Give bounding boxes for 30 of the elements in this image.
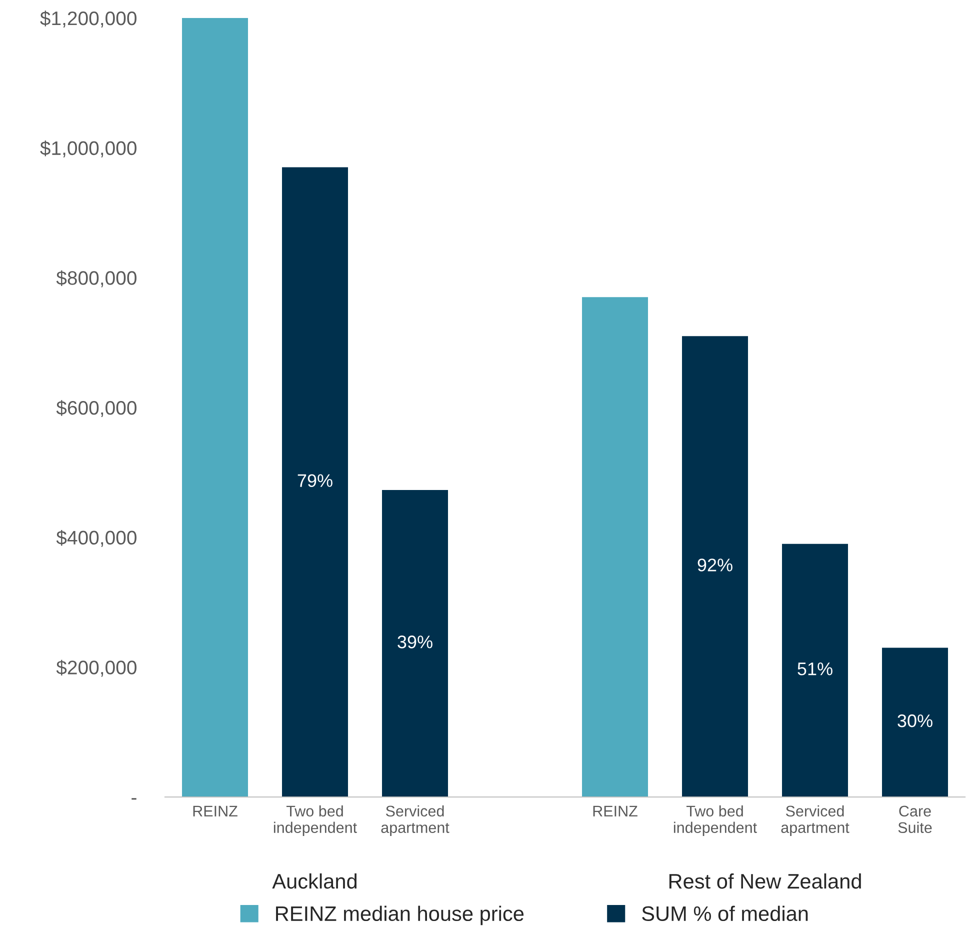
bar <box>882 648 948 797</box>
legend-label: REINZ median house price <box>276 906 524 926</box>
x-tick-label: Two bed independent <box>674 805 757 836</box>
y-tick-label: $600,000 <box>56 400 136 418</box>
x-tick-label: Care Suite <box>898 806 932 834</box>
text: Auckland <box>272 873 357 889</box>
bar <box>582 297 648 797</box>
bar <box>682 336 748 797</box>
annotation: 79% <box>298 474 332 487</box>
x-tick-label: Serviced apartment <box>781 805 850 836</box>
y-tick-label: $1,000,000 <box>40 140 136 158</box>
bar <box>782 544 848 797</box>
annotation: 92% <box>698 558 732 572</box>
annotation: 30% <box>898 714 932 728</box>
x-tick-label: Two bed independent <box>274 805 357 836</box>
y-tick-label: $800,000 <box>56 270 136 288</box>
y-tick-label: - <box>132 798 136 800</box>
x-tick-label: Serviced apartment <box>381 805 450 836</box>
x-tick-label: REINZ <box>193 806 238 816</box>
text: Rest of New Zealand <box>669 873 861 889</box>
bar <box>282 167 348 797</box>
bar <box>382 490 448 797</box>
y-tick-label: $400,000 <box>56 530 136 547</box>
annotation: 39% <box>398 636 432 648</box>
annotation: 51% <box>798 662 832 676</box>
legend-label: SUM % of median <box>642 906 808 922</box>
y-tick-label: $200,000 <box>56 660 136 677</box>
y-tick-label: $1,200,000 <box>40 10 136 28</box>
x-tick-label: REINZ <box>593 806 638 816</box>
bar <box>182 18 248 797</box>
